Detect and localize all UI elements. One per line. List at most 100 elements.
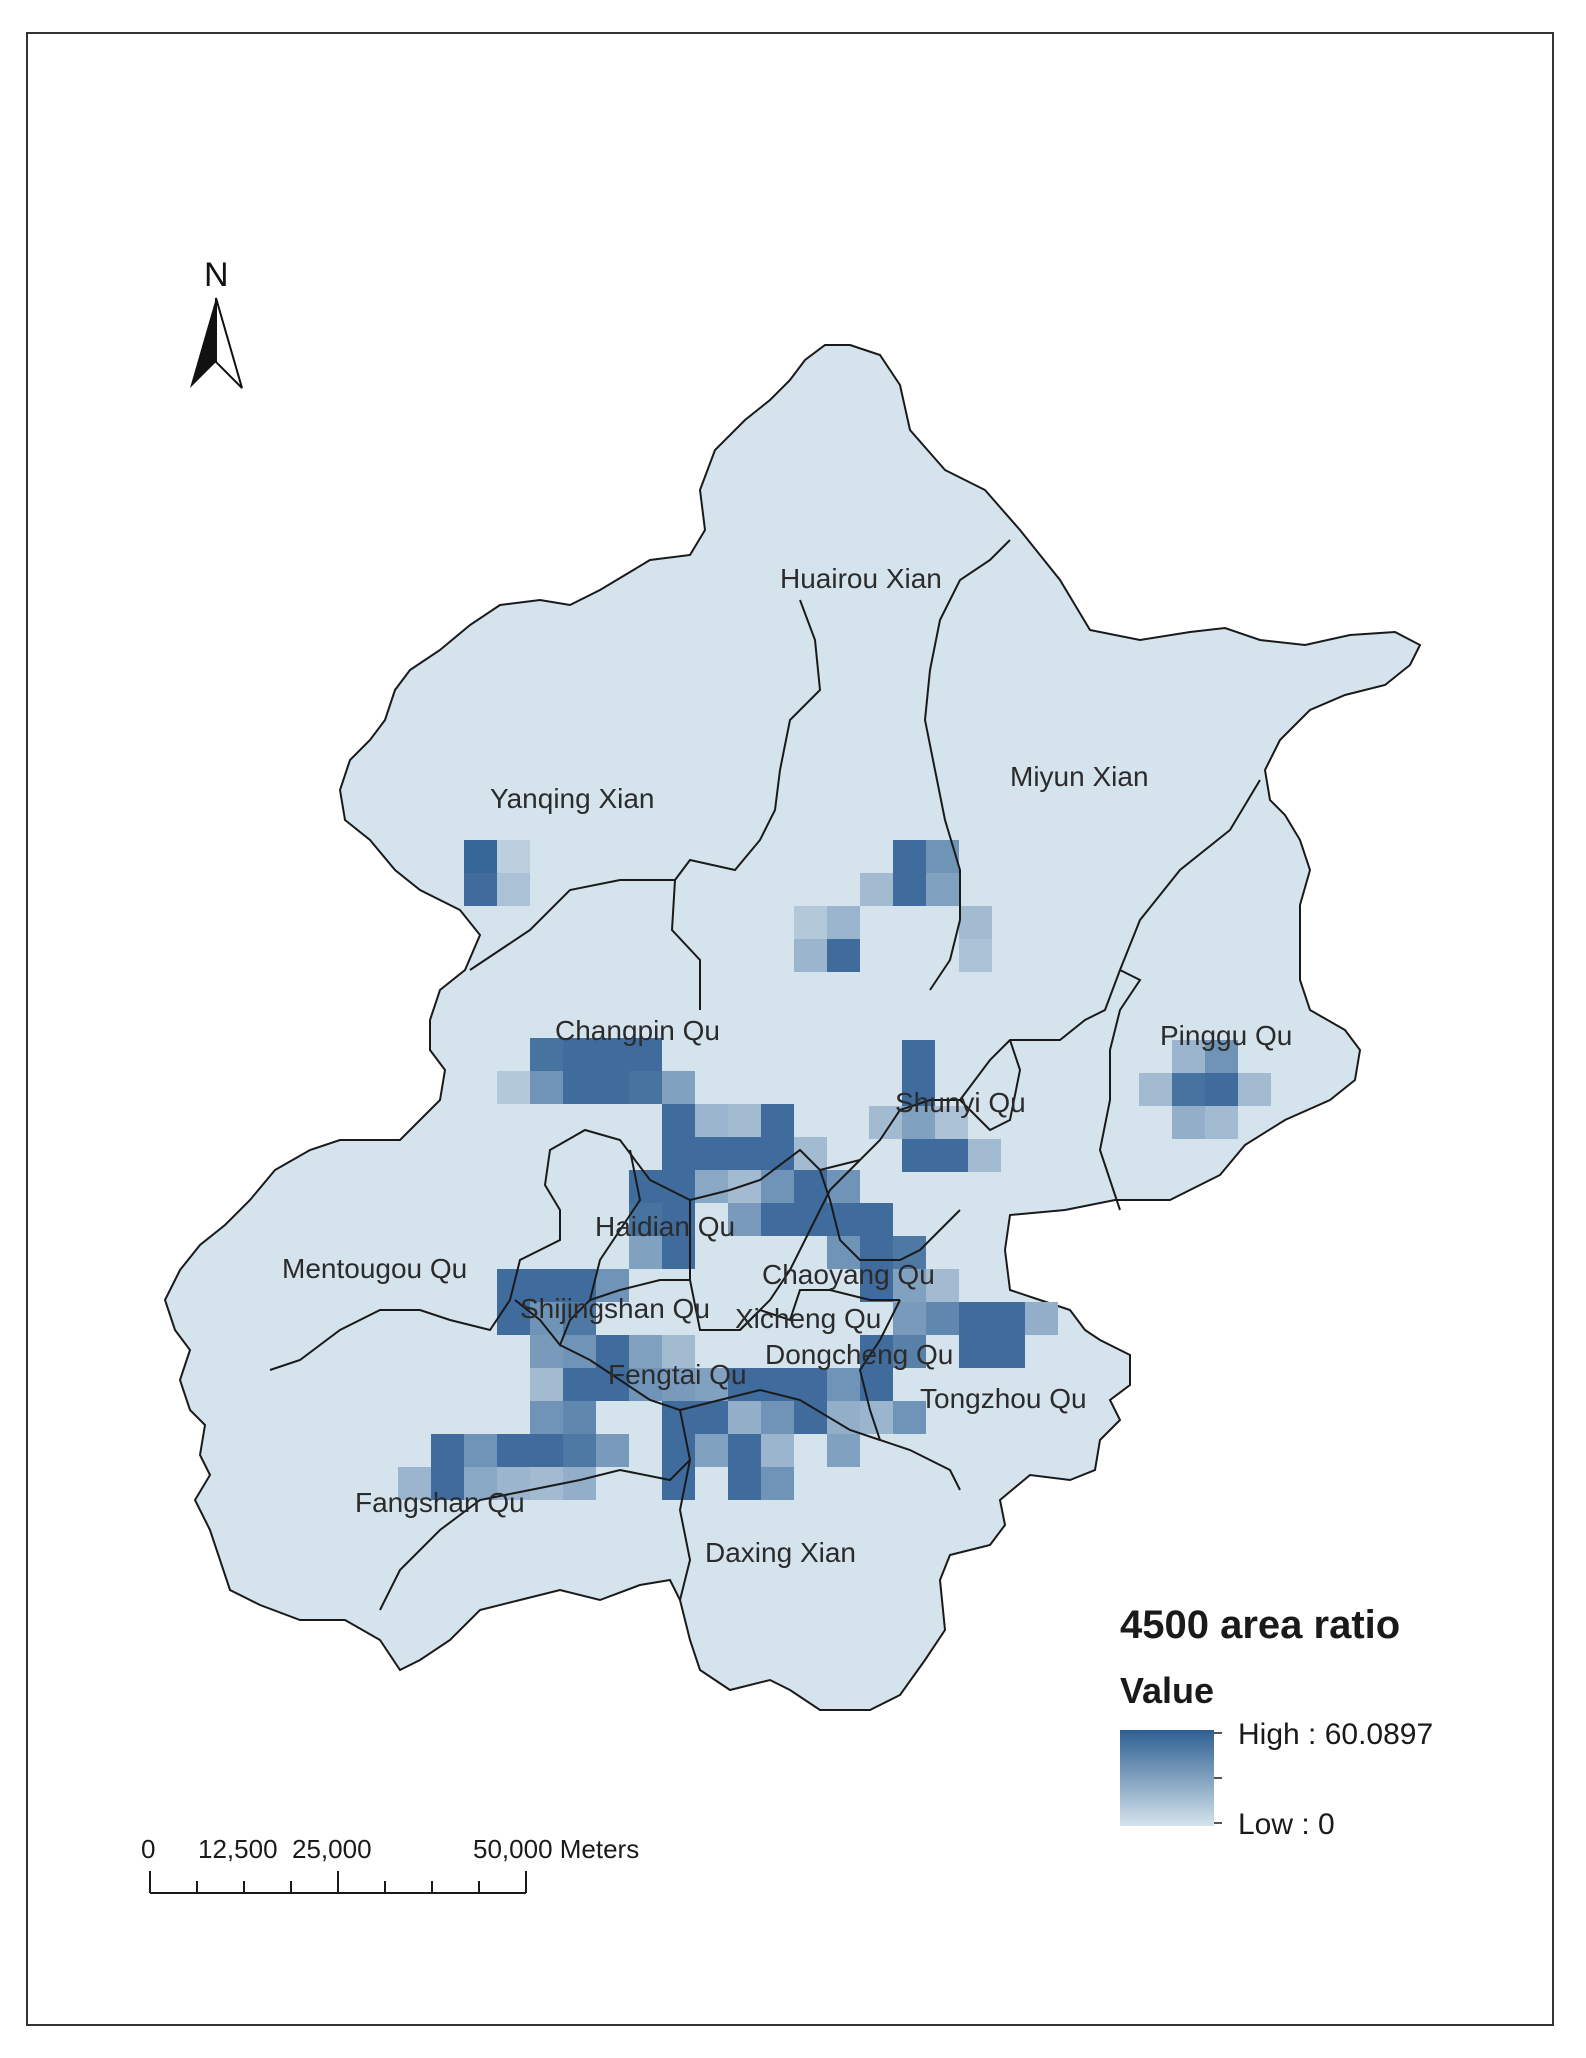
north-arrow-light-half	[215, 297, 243, 389]
grid-cell	[497, 873, 530, 906]
scale-bar: 0 12,500 25,000 50,000 Meters	[141, 1834, 639, 1894]
grid-cell	[398, 1467, 431, 1500]
grid-cell	[935, 1139, 968, 1172]
grid-cell	[992, 1335, 1025, 1368]
grid-cell	[926, 840, 959, 873]
grid-cell	[893, 1401, 926, 1434]
district-label-changpin: Changpin Qu	[555, 1015, 720, 1046]
grid-cell	[431, 1467, 464, 1500]
grid-cell	[728, 1467, 761, 1500]
grid-cell	[992, 1302, 1025, 1335]
grid-cell	[662, 1335, 695, 1368]
district-label-haidian: Haidian Qu	[595, 1211, 735, 1242]
grid-cell	[794, 939, 827, 972]
grid-cell	[902, 1040, 935, 1073]
grid-cell	[629, 1038, 662, 1071]
legend-gradient	[1120, 1730, 1214, 1826]
grid-cell	[530, 1401, 563, 1434]
grid-cell	[563, 1335, 596, 1368]
scale-tick-25000: 25,000	[292, 1834, 372, 1864]
legend-title: 4500 area ratio	[1120, 1603, 1400, 1647]
grid-cell	[563, 1467, 596, 1500]
grid-cell	[695, 1401, 728, 1434]
grid-cell	[959, 906, 992, 939]
grid-cell	[629, 1335, 662, 1368]
grid-cell	[1025, 1302, 1058, 1335]
grid-cell	[926, 873, 959, 906]
grid-cell	[695, 1434, 728, 1467]
grid-cell	[497, 1071, 530, 1104]
map-frame	[26, 32, 1554, 2026]
grid-cell	[497, 840, 530, 873]
grid-cell	[794, 1137, 827, 1170]
grid-cell	[761, 1401, 794, 1434]
grid-cell	[464, 840, 497, 873]
grid-cell	[1139, 1073, 1172, 1106]
grid-cell	[893, 1236, 926, 1269]
grid-cell	[860, 873, 893, 906]
grid-cell	[968, 1139, 1001, 1172]
grid-cell	[530, 1269, 563, 1302]
grid-cell	[497, 1434, 530, 1467]
grid-cell	[1172, 1040, 1205, 1073]
grid-cell	[1172, 1106, 1205, 1139]
grid-cell	[695, 1104, 728, 1137]
grid-cell	[761, 1203, 794, 1236]
grid-cell	[959, 1302, 992, 1335]
district-label-miyun: Miyun Xian	[1010, 761, 1149, 792]
grid-cell	[1205, 1106, 1238, 1139]
grid-cell	[728, 1203, 761, 1236]
grid-cell	[827, 1401, 860, 1434]
grid-cell	[431, 1434, 464, 1467]
district-label-tongzhou: Tongzhou Qu	[920, 1383, 1087, 1414]
grid-cell	[1172, 1073, 1205, 1106]
district-label-daxing: Daxing Xian	[705, 1537, 856, 1568]
grid-cell	[728, 1401, 761, 1434]
grid-cell	[662, 1137, 695, 1170]
grid-cell	[563, 1071, 596, 1104]
grid-cell	[860, 1236, 893, 1269]
grid-cell	[596, 1335, 629, 1368]
legend-low-label: Low : 0	[1238, 1808, 1335, 1841]
grid-cell	[563, 1434, 596, 1467]
grid-cell	[1205, 1073, 1238, 1106]
grid-cell	[860, 1368, 893, 1401]
grid-cell	[959, 939, 992, 972]
grid-cell	[662, 1104, 695, 1137]
grid-cell	[902, 1139, 935, 1172]
grid-cell	[728, 1434, 761, 1467]
grid-cell	[827, 1236, 860, 1269]
grid-cell	[761, 1368, 794, 1401]
legend-subtitle: Value	[1120, 1670, 1214, 1711]
grid-cell	[695, 1368, 728, 1401]
grid-cell	[728, 1137, 761, 1170]
grid-cell	[1205, 1040, 1238, 1073]
grid-cell	[761, 1434, 794, 1467]
district-label-fengtai: Fengtai Qu	[608, 1359, 747, 1390]
grid-cell	[530, 1434, 563, 1467]
grid-cell	[596, 1368, 629, 1401]
scale-tick-50000: 50,000 Meters	[473, 1834, 639, 1864]
district-label-pinggu: Pinggu Qu	[1160, 1020, 1292, 1051]
grid-cell	[794, 906, 827, 939]
north-arrow-dark-half	[190, 298, 216, 388]
grid-cell	[596, 1071, 629, 1104]
grid-cell	[464, 1434, 497, 1467]
grid-cell	[827, 939, 860, 972]
district-label-huairou: Huairou Xian	[780, 563, 942, 594]
grid-cell	[629, 1236, 662, 1269]
grid-cell	[827, 1368, 860, 1401]
legend: 4500 area ratio Value High : 60.0897 Low…	[1120, 1603, 1433, 1841]
grid-cell	[464, 1467, 497, 1500]
grid-cell	[926, 1302, 959, 1335]
grid-cell	[596, 1038, 629, 1071]
north-arrow: N	[190, 256, 243, 389]
grid-cell	[728, 1170, 761, 1203]
grid-cell	[563, 1038, 596, 1071]
grid-cell	[563, 1302, 596, 1335]
grid-cell	[893, 840, 926, 873]
district-label-mentougou: Mentougou Qu	[282, 1253, 467, 1284]
grid-cell	[761, 1104, 794, 1137]
grid-cell	[827, 1434, 860, 1467]
